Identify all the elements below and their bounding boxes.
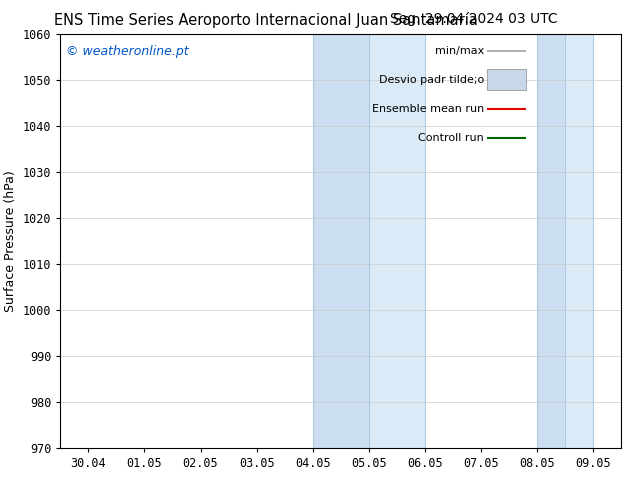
Text: ENS Time Series Aeroporto Internacional Juan Santamaría: ENS Time Series Aeroporto Internacional … [55, 12, 478, 28]
Text: Controll run: Controll run [418, 133, 484, 143]
Text: Desvio padr tilde;o: Desvio padr tilde;o [378, 75, 484, 85]
Bar [537, 34, 565, 448]
Bar [369, 34, 425, 448]
Bar [487, 70, 526, 90]
Bar [313, 34, 369, 448]
Text: min/max: min/max [434, 46, 484, 56]
Text: © weatheronline.pt: © weatheronline.pt [66, 45, 188, 58]
Text: Seg. 29.04.2024 03 UTC: Seg. 29.04.2024 03 UTC [391, 12, 558, 26]
Y-axis label: Surface Pressure (hPa): Surface Pressure (hPa) [4, 171, 17, 312]
Text: Ensemble mean run: Ensemble mean run [372, 104, 484, 114]
Bar [566, 34, 593, 448]
